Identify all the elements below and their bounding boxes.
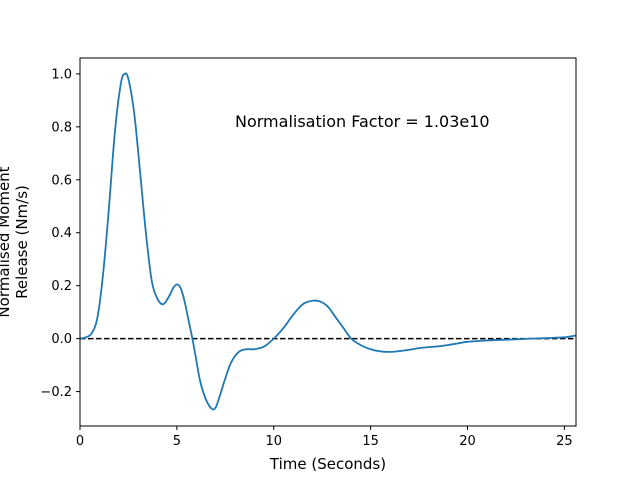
y-axis-ticks: −0.2 0.0 0.2 0.4 0.6 0.8 1.0	[40, 67, 80, 400]
x-axis-ticks: 0 5 10 15 20 25	[76, 426, 573, 449]
x-axis-label: Time (Seconds)	[269, 455, 386, 473]
y-tick-label: 0.4	[51, 226, 72, 241]
y-axis-label-line-2: Release (Nm/s)	[13, 185, 31, 299]
series-line-0	[79, 72, 577, 411]
plot-area	[79, 72, 577, 411]
y-tick-label: 0.6	[51, 173, 72, 188]
y-tick-label: 0.2	[51, 279, 72, 294]
x-tick-label: 20	[459, 434, 476, 449]
y-tick-label: 1.0	[51, 67, 72, 82]
y-axis-label-line-1: Normalised Moment	[0, 166, 13, 317]
axes-frame	[79, 57, 577, 427]
normalisation-annotation: Normalisation Factor = 1.03e10	[235, 112, 490, 131]
x-tick-label: 5	[173, 434, 181, 449]
x-tick-label: 0	[76, 434, 84, 449]
y-axis-label: Normalised Moment Release (Nm/s)	[0, 166, 31, 317]
x-tick-label: 10	[265, 434, 282, 449]
x-tick-label: 25	[556, 434, 573, 449]
y-tick-label: 0.0	[51, 332, 72, 347]
y-tick-label: 0.8	[51, 120, 72, 135]
x-tick-label: 15	[362, 434, 379, 449]
y-tick-label: −0.2	[40, 385, 72, 400]
